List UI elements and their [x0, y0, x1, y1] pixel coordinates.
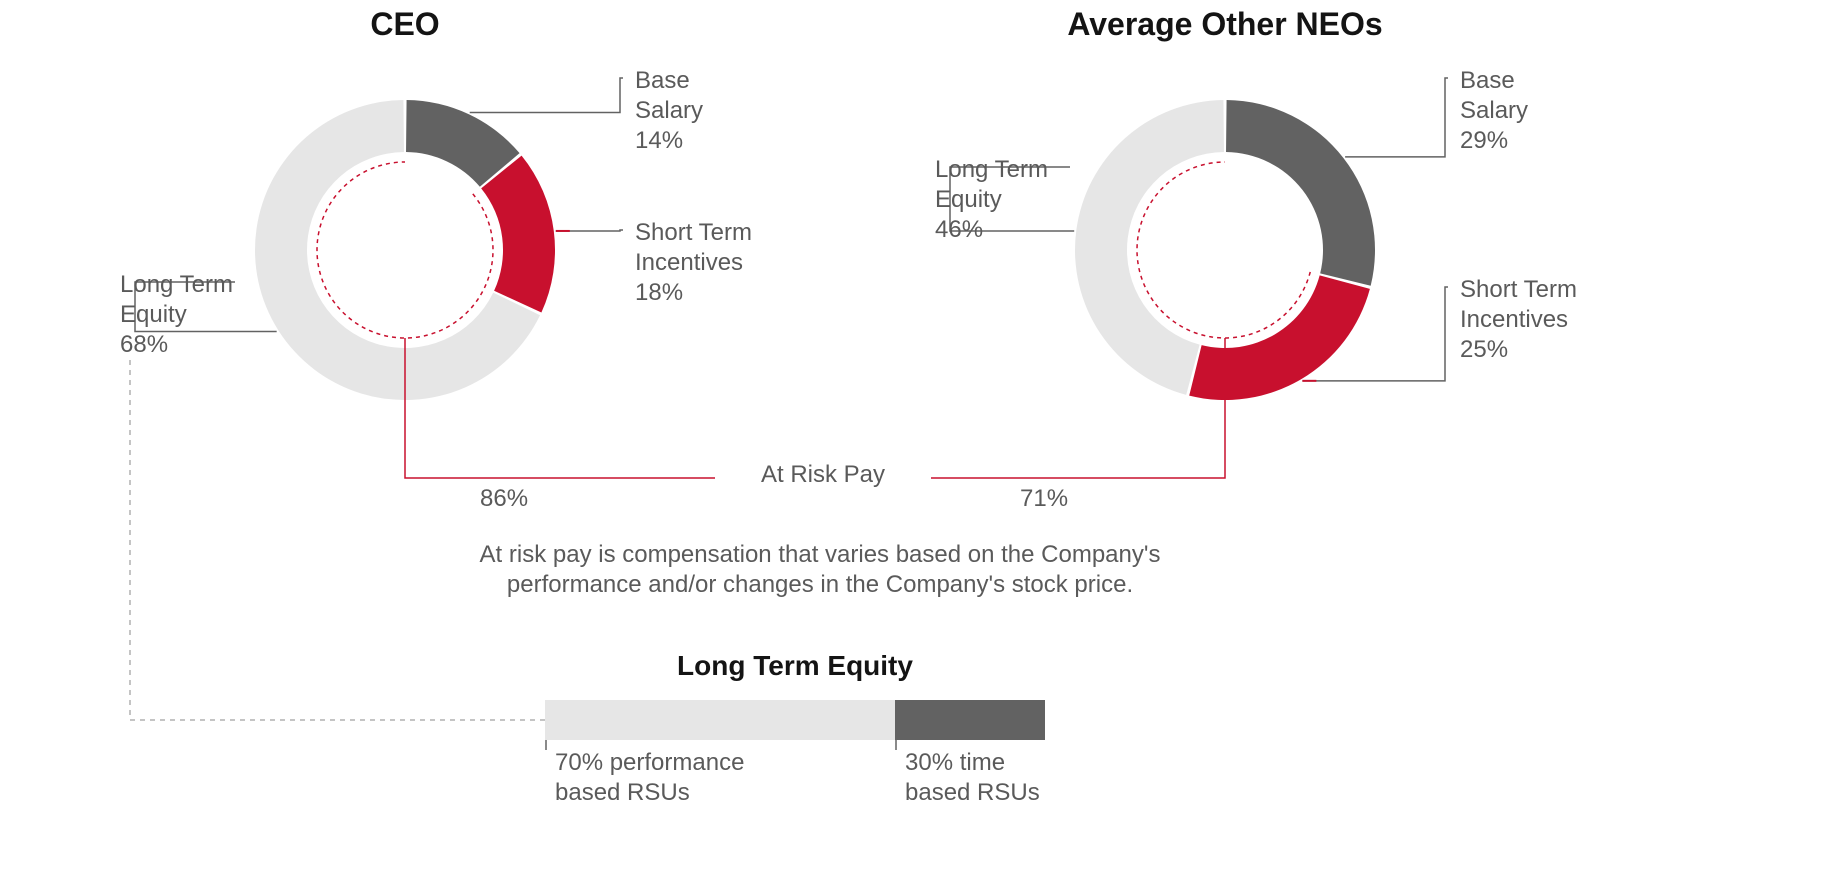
at-risk-pay-label: At Risk Pay — [715, 460, 931, 490]
at-risk-footnote: At risk pay is compensation that varies … — [300, 540, 1340, 600]
lte-seg-30 — [895, 700, 1045, 740]
lte-seg-70 — [545, 700, 895, 740]
neos-at-risk-pct: 71% — [1020, 484, 1068, 514]
chart-svg — [0, 0, 1821, 877]
lte-title: Long Term Equity — [545, 650, 1045, 682]
neos-label-short: Short Term Incentives 25% — [1460, 275, 1577, 365]
ceo-at-risk-pct: 86% — [480, 484, 528, 514]
lte-seg-label-30: 30% time based RSUs — [905, 748, 1040, 808]
neos-slice-base — [1226, 100, 1375, 286]
lte-seg-label-70: 70% performance based RSUs — [555, 748, 744, 808]
neos-label-long: Long Term Equity 46% — [935, 155, 1048, 245]
ceo-label-short: Short Term Incentives 18% — [635, 218, 752, 308]
compensation-mix-chart: CEO Base Salary 14% Short Term Incentives … — [0, 0, 1821, 877]
lte-bar — [545, 700, 1045, 740]
ceo-label-base: Base Salary 14% — [635, 66, 703, 156]
ceo-title: CEO — [205, 6, 605, 43]
ceo-slice-short — [481, 156, 555, 313]
ceo-label-long: Long Term Equity 68% — [120, 270, 233, 360]
neos-label-base: Base Salary 29% — [1460, 66, 1528, 156]
neos-title: Average Other NEOs — [1025, 6, 1425, 43]
